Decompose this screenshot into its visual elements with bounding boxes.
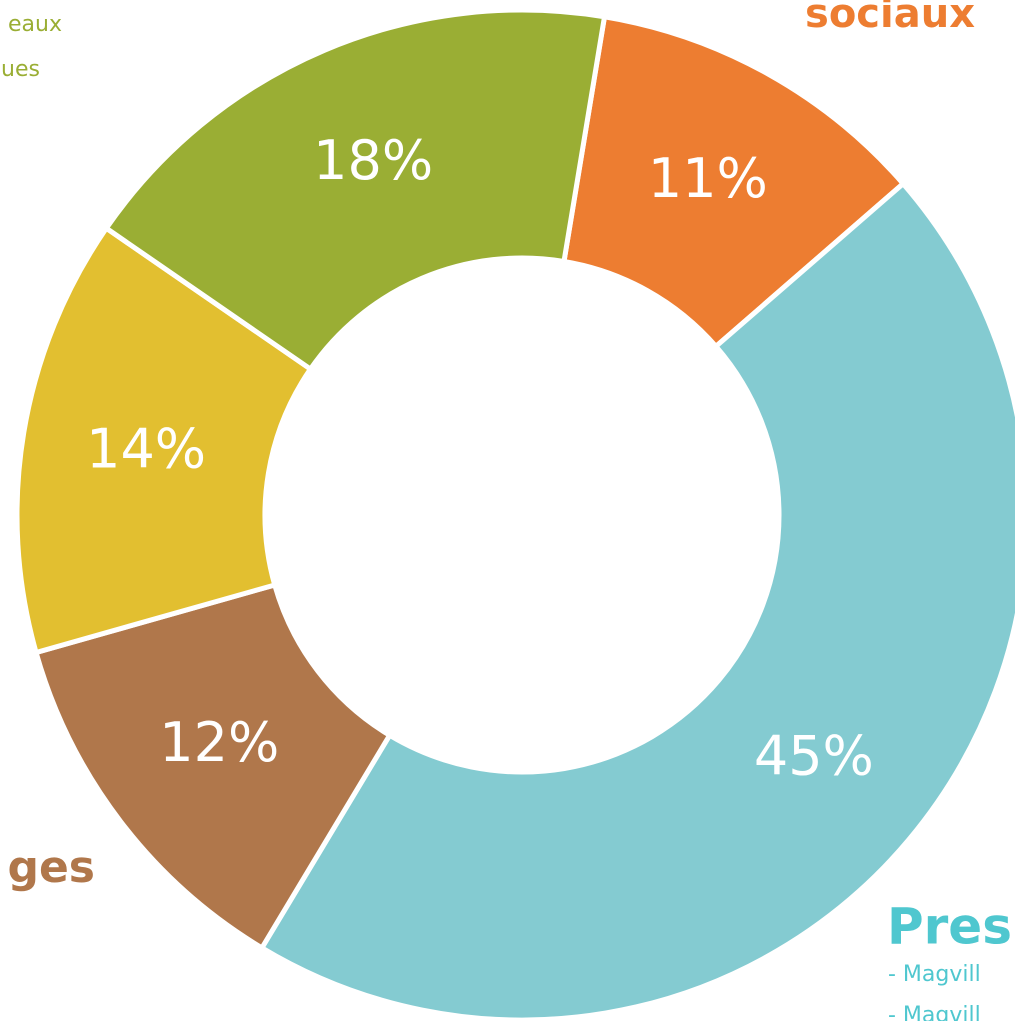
value-label: 45% [754,725,874,788]
wedge [561,13,907,350]
annotation: Pres [887,898,1012,956]
wedge [102,7,608,373]
annotation: ues [1,57,40,82]
value-label: 18% [313,129,433,192]
value-label: 14% [86,417,206,480]
annotation: - Magvill [888,962,981,987]
wedge [32,581,394,952]
annotation: - Magvill [888,1003,981,1021]
value-label: 11% [648,147,768,210]
annotation: eaux [8,12,62,37]
annotation: ges [7,842,95,893]
wedge [258,180,1015,1021]
annotation: sociaux [805,0,975,37]
wedge [14,224,314,656]
value-label: 12% [159,711,279,774]
